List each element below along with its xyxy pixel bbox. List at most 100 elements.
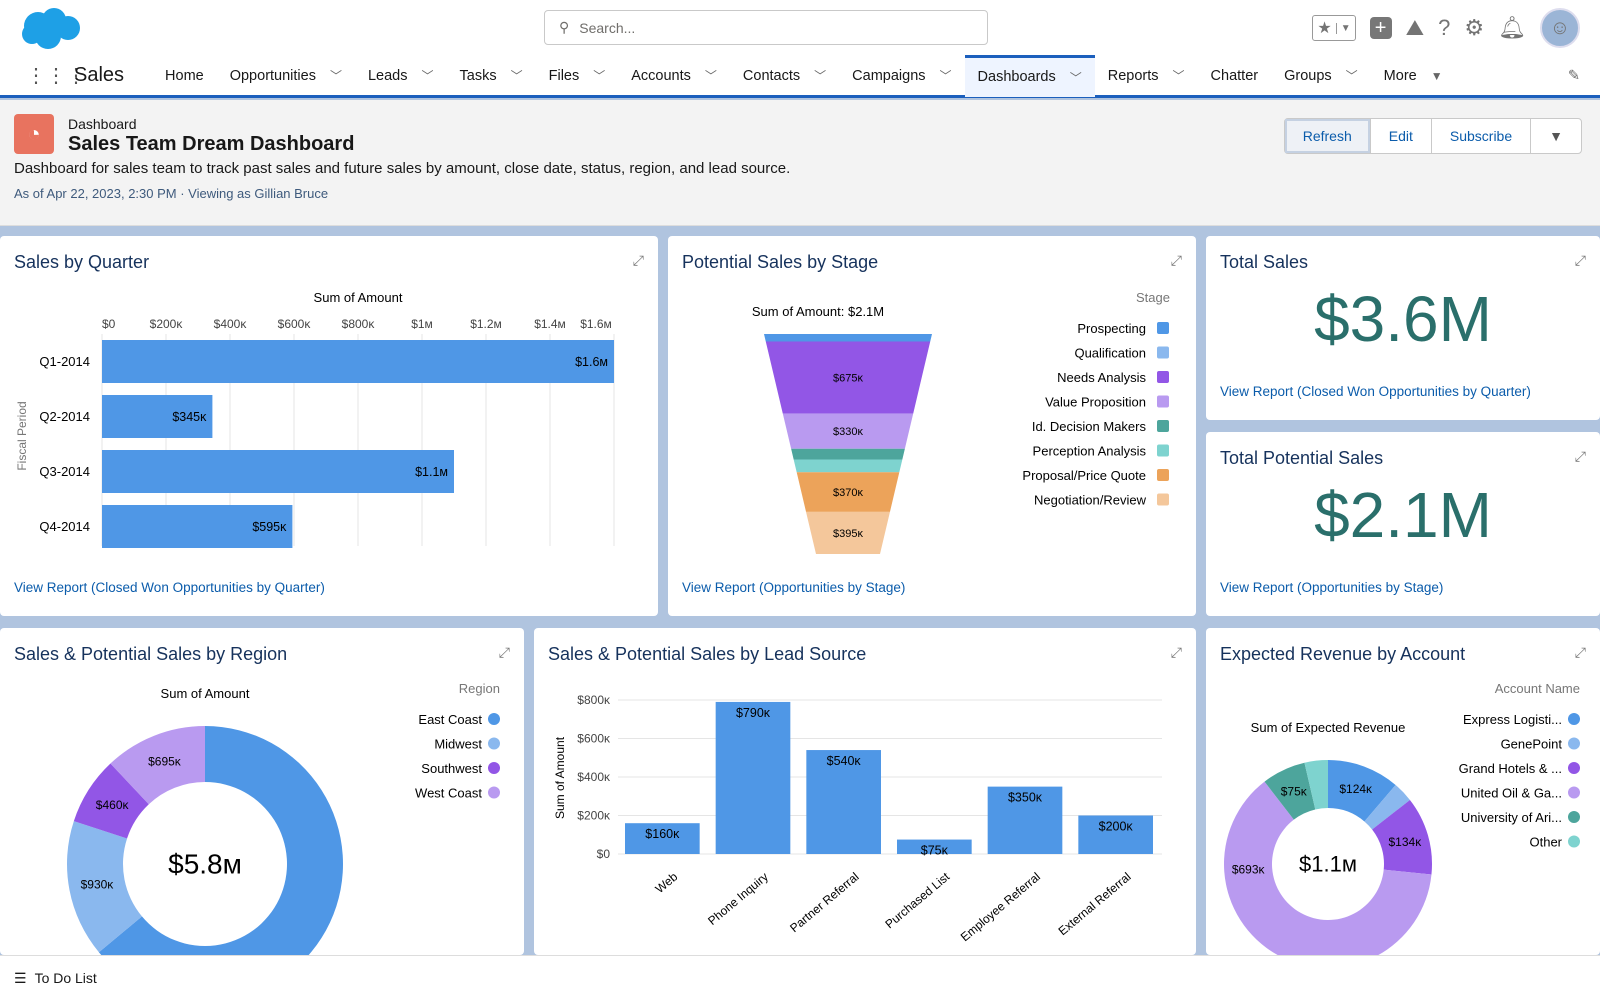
chevron-down-icon[interactable]: ﹀	[421, 69, 434, 83]
nav-item-files[interactable]: Files ﹀	[536, 55, 619, 97]
refresh-button[interactable]: Refresh	[1284, 119, 1370, 153]
add-icon[interactable]: +	[1369, 17, 1392, 39]
nav-item-accounts[interactable]: Accounts ﹀	[618, 55, 730, 97]
expected-revenue-card: Expected Revenue by Account ⤢ Sum of Exp…	[1206, 628, 1600, 955]
nav-item-opportunities[interactable]: Opportunities ﹀	[217, 55, 355, 97]
donut-slice	[110, 726, 205, 805]
nav-item-label: Accounts	[631, 67, 691, 84]
data-label: $1.1ᴍ	[415, 465, 448, 479]
y-tick-label: Q3-2014	[39, 464, 90, 479]
card-title: Expected Revenue by Account	[1220, 644, 1466, 664]
page-type: Dashboard	[68, 116, 137, 132]
expand-icon[interactable]: ⤢	[1574, 252, 1586, 268]
view-report-link[interactable]: View Report (Closed Won Opportunities by…	[14, 580, 325, 595]
data-label: $200ᴋ	[1099, 820, 1134, 834]
help-icon[interactable]: ?	[1438, 15, 1451, 40]
legend-swatch	[1568, 786, 1580, 799]
legend-swatch	[488, 786, 500, 799]
nav-item-contacts[interactable]: Contacts ﹀	[730, 55, 839, 97]
expand-icon[interactable]: ⤢	[1574, 644, 1586, 660]
avatar[interactable]: ☺	[1540, 8, 1580, 48]
legend-swatch	[1157, 395, 1169, 408]
expand-icon[interactable]: ⤢	[1170, 644, 1182, 660]
data-label: $160ᴋ	[645, 827, 680, 841]
subscribe-button[interactable]: Subscribe	[1430, 119, 1530, 153]
search-input[interactable]: ⚲ Search...	[544, 10, 988, 45]
chevron-down-icon[interactable]: ﹀	[1345, 69, 1358, 83]
region-donut-chart: Sum of Amount$3.7ᴍ$930ᴋ$460ᴋ$695ᴋ$5.8ᴍRe…	[67, 681, 500, 955]
nav-bar: ⋮⋮⋮ Sales Home Opportunities ﹀ Leads ﹀ Tasks ﹀…	[0, 54, 1600, 98]
nav-item-chatter[interactable]: Chatter	[1198, 55, 1272, 97]
view-report-link[interactable]: View Report (Opportunities by Stage)	[682, 580, 906, 595]
expand-icon[interactable]: ⤢	[632, 252, 644, 268]
edit-nav-pencil-icon[interactable]: ✎	[1567, 67, 1580, 84]
legend-label: Perception Analysis	[1033, 444, 1147, 459]
trailhead-icon[interactable]: ⛰	[1405, 15, 1425, 40]
app-launcher-icon[interactable]: ⋮⋮⋮	[26, 65, 86, 87]
edit-button[interactable]: Edit	[1369, 119, 1431, 153]
total-potential-sales-card: Total Potential Sales ⤢ $2.1M View Repor…	[1206, 432, 1600, 616]
nav-item-groups[interactable]: Groups ﹀	[1271, 55, 1371, 97]
nav-item-reports[interactable]: Reports ﹀	[1095, 55, 1198, 97]
expand-icon[interactable]: ⤢	[1574, 448, 1586, 464]
legend-label: West Coast	[415, 786, 482, 801]
expand-icon[interactable]: ⤢	[498, 644, 510, 660]
x-tick-label: Web	[653, 869, 681, 896]
notifications-bell-icon[interactable]: 🔔︎	[1498, 15, 1526, 40]
data-label: $350ᴋ	[1008, 791, 1043, 805]
y-axis-label: Sum of Amount	[553, 736, 567, 819]
todo-list-button[interactable]: To Do List	[34, 970, 97, 986]
chevron-down-icon[interactable]: ﹀	[1069, 70, 1082, 85]
chart-title: Sum of Amount	[314, 290, 403, 305]
legend-label: Grand Hotels & ...	[1459, 761, 1562, 776]
legend-label: University of Ari...	[1461, 810, 1562, 825]
setup-gear-icon[interactable]: ⚙	[1464, 15, 1485, 40]
nav-item-label: Reports	[1107, 67, 1159, 84]
view-report-link[interactable]: View Report (Opportunities by Stage)	[1220, 580, 1444, 595]
y-tick-label: $200ᴋ	[577, 809, 611, 823]
sales-by-region-card: Sales & Potential Sales by Region ⤢ Sum …	[0, 628, 524, 955]
y-tick-label: $800ᴋ	[577, 693, 611, 707]
nav-item-more[interactable]: More ▼	[1371, 55, 1456, 97]
nav-item-campaigns[interactable]: Campaigns ﹀	[839, 55, 964, 97]
data-label: $75ᴋ	[1281, 785, 1308, 799]
favorites-star-icon: ★	[1317, 20, 1332, 37]
chevron-down-icon[interactable]: ﹀	[704, 69, 717, 83]
salesforce-logo[interactable]	[18, 6, 84, 50]
chevron-down-icon[interactable]: ﹀	[814, 69, 827, 83]
donut-slice	[1304, 760, 1328, 810]
nav-item-label: More	[1383, 67, 1417, 84]
legend-title: Region	[459, 681, 500, 696]
view-report-link[interactable]: View Report (Closed Won Opportunities by…	[1220, 384, 1531, 399]
favorites-button[interactable]: ★ ▼	[1312, 15, 1356, 41]
chevron-down-icon[interactable]: ﹀	[593, 69, 606, 83]
nav-item-leads[interactable]: Leads ﹀	[355, 55, 447, 97]
data-label: $370ᴋ	[833, 487, 863, 499]
expand-icon[interactable]: ⤢	[1170, 252, 1182, 268]
funnel-segment	[793, 459, 903, 473]
funnel-segment	[765, 341, 931, 414]
legend-swatch	[488, 762, 500, 774]
chevron-down-icon[interactable]: ﹀	[939, 69, 952, 83]
legend-swatch	[1157, 444, 1169, 457]
chevron-down-icon[interactable]: ﹀	[329, 69, 342, 83]
lead-source-bar-chart: Sum of Amount $0 $200ᴋ $400ᴋ $600ᴋ $800ᴋ $160ᴋ…	[553, 693, 1162, 944]
x-tick-label: $1.4ᴍ	[534, 317, 566, 331]
card-title: Total Potential Sales	[1220, 448, 1384, 468]
legend-label: Southwest	[421, 761, 482, 776]
nav-item-tasks[interactable]: Tasks ﹀	[447, 55, 536, 97]
nav-item-home[interactable]: Home	[152, 55, 217, 97]
chevron-down-icon[interactable]: ▼	[1430, 68, 1443, 83]
chart-title: Sum of Expected Revenue	[1251, 720, 1406, 735]
data-label: $75ᴋ	[921, 844, 949, 858]
nav-item-dashboards[interactable]: Dashboards ﹀	[964, 54, 1095, 97]
bar	[987, 786, 1063, 854]
favorites-dropdown-icon[interactable]: ▼	[1335, 22, 1355, 34]
chevron-down-icon[interactable]: ﹀	[510, 69, 523, 83]
chevron-down-icon[interactable]: ﹀	[1172, 69, 1185, 83]
total-sales-value: $3.6M	[1314, 283, 1492, 355]
card-title: Sales & Potential Sales by Region	[14, 644, 288, 664]
data-label: $930ᴋ	[81, 878, 115, 892]
more-actions-chevron-down-icon[interactable]: ▼	[1530, 119, 1581, 153]
legend-swatch	[488, 713, 500, 725]
